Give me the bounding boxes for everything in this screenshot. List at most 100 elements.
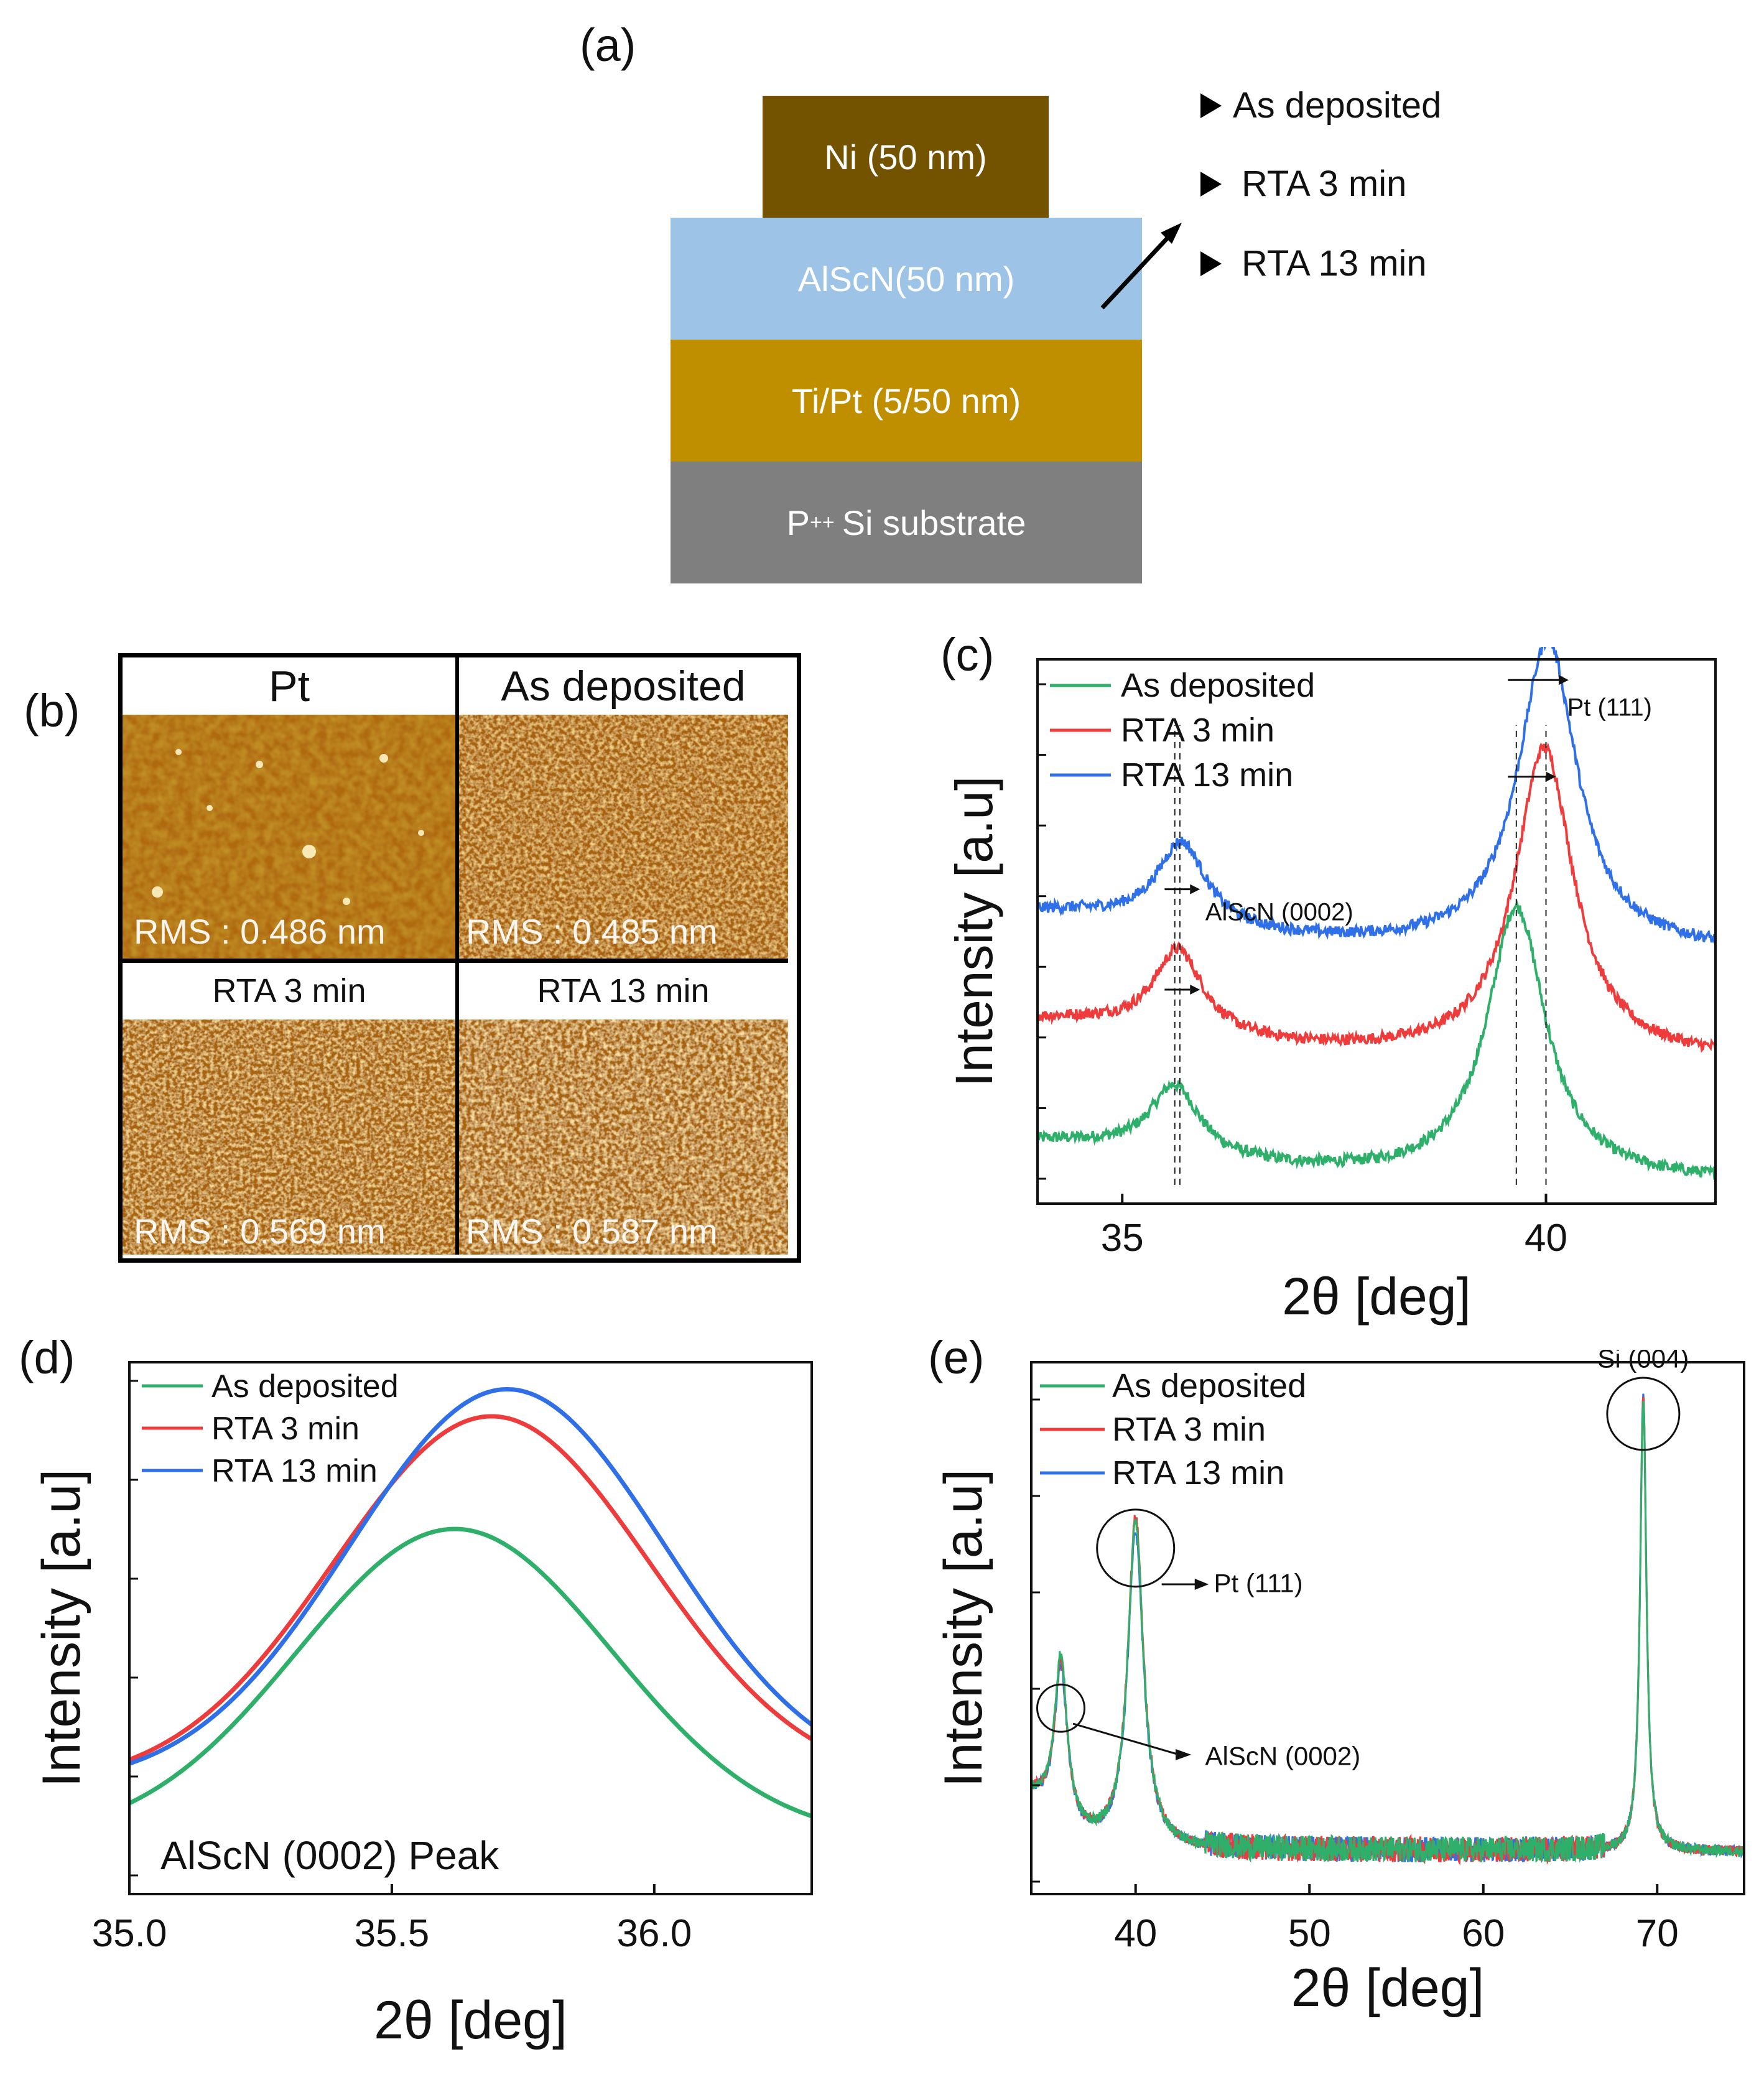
layer-ni: Ni (50 nm) xyxy=(763,96,1049,218)
afm-texture-rta3 xyxy=(123,1019,456,1255)
line-series-as_deposited xyxy=(128,1526,813,1819)
y-axis-label: Intensity [a.u] xyxy=(945,776,1003,1087)
line-series-as_deposited xyxy=(1036,899,1716,1181)
layer-si-prefix: P xyxy=(786,503,810,542)
afm-title-rta3-text: RTA 3 min xyxy=(212,972,366,1010)
legend-label-rta13: RTA 13 min xyxy=(1121,756,1293,794)
shift-arrow-pt-top-head xyxy=(1558,675,1569,685)
legend-label-rta13: RTA 13 min xyxy=(211,1453,378,1489)
layer-tipt: Ti/Pt (5/50 nm) xyxy=(671,340,1142,462)
annotation-alscn: AlScN (0002) xyxy=(1205,1741,1361,1770)
chart-c: AlScN (0002) Pt (111) 35 40 As deposited RTA … xyxy=(945,647,1717,1326)
afm-image-as-deposited xyxy=(458,715,788,959)
panel-c-label: (c) xyxy=(940,629,995,680)
x-axis-label: 2θ [deg] xyxy=(1291,1958,1485,2018)
afm-texture-pt xyxy=(123,715,456,959)
afm-rms-rta13: RMS : 0.587 nm xyxy=(466,1212,718,1251)
layer-si: P ++ Si substrate xyxy=(671,462,1142,583)
callout-line-alscn xyxy=(1072,1722,1180,1756)
callout-arrow-alscn xyxy=(1175,1749,1192,1760)
x-axis-label: 2θ [deg] xyxy=(1282,1267,1471,1326)
afm-rms-as-deposited: RMS : 0.485 nm xyxy=(466,912,718,951)
peak-circle-0 xyxy=(1036,1683,1086,1733)
afm-divider-horizontal xyxy=(123,959,788,963)
legend-label-as_deposited: As deposited xyxy=(1112,1367,1306,1405)
layer-arrow xyxy=(1100,223,1182,310)
note-rta13-text: RTA 13 min xyxy=(1242,243,1427,284)
plot-frame xyxy=(1036,658,1717,1205)
afm-title-rta3: RTA 3 min xyxy=(123,962,456,1019)
legend-label-rta3: RTA 3 min xyxy=(211,1411,360,1447)
panel-b-label: (b) xyxy=(24,685,80,736)
afm-rms-rta3: RMS : 0.569 nm xyxy=(134,1212,386,1251)
line-series-rta13 xyxy=(1037,647,1717,944)
afm-image-pt xyxy=(123,715,456,959)
afm-title-as-deposited: As deposited xyxy=(458,657,788,715)
x-tick-label-1: 40 xyxy=(1525,1217,1567,1260)
triangle-bullet-icon xyxy=(1200,171,1222,197)
note-rta3-text: RTA 3 min xyxy=(1242,164,1407,204)
plot-frame xyxy=(1030,1361,1745,1895)
afm-grid: Pt RMS : 0.486 nm As deposited xyxy=(118,653,801,1263)
x-tick-label-3: 70 xyxy=(1636,1912,1679,1955)
afm-texture-as-deposited xyxy=(458,715,788,959)
note-as-deposited: As deposited xyxy=(1200,85,1441,126)
x-tick-label-2: 36.0 xyxy=(617,1912,692,1955)
layer-si-superscript: ++ xyxy=(809,510,835,534)
annotation-peak: AlScN (0002) Peak xyxy=(160,1833,499,1878)
layer-alscn: AlScN(50 nm) xyxy=(671,218,1142,340)
annotation-pt: Pt (111) xyxy=(1214,1568,1302,1597)
afm-title-pt-text: Pt xyxy=(268,662,310,710)
annotation-alscn: AlScN (0002) xyxy=(1205,898,1353,926)
x-axis-label: 2θ [deg] xyxy=(374,1990,567,2050)
note-rta13: RTA 13 min xyxy=(1200,243,1427,284)
shift-arrow-alscn-top-head xyxy=(1190,884,1200,894)
afm-image-rta3 xyxy=(123,1019,456,1255)
x-tick-label-0: 40 xyxy=(1114,1912,1157,1955)
afm-divider-vertical xyxy=(455,657,459,1255)
x-tick-label-0: 35 xyxy=(1101,1217,1144,1260)
x-tick-label-1: 35.5 xyxy=(355,1912,430,1955)
note-rta3: RTA 3 min xyxy=(1200,163,1406,205)
afm-image-rta13 xyxy=(458,1019,788,1255)
line-series-rta3 xyxy=(1037,742,1717,1053)
afm-texture-rta13 xyxy=(458,1019,788,1255)
layer-tipt-label: Ti/Pt (5/50 nm) xyxy=(791,381,1021,420)
afm-title-as-deposited-text: As deposited xyxy=(501,662,746,710)
panel-a-label: (a) xyxy=(580,19,636,71)
plot-frame xyxy=(128,1361,813,1895)
legend-label-rta3: RTA 3 min xyxy=(1112,1411,1266,1448)
line-series-rta3 xyxy=(128,1414,813,1762)
peak-circle-2 xyxy=(1606,1377,1681,1451)
x-tick-label-0: 35.0 xyxy=(92,1912,167,1955)
y-axis-label: Intensity [a.u] xyxy=(32,1469,91,1788)
shift-arrow-alscn-mid-head xyxy=(1190,985,1200,995)
layer-si-label: Si substrate xyxy=(842,503,1026,542)
afm-rms-pt: RMS : 0.486 nm xyxy=(134,912,386,951)
afm-title-rta13: RTA 13 min xyxy=(458,962,788,1019)
callout-arrow-pt xyxy=(1194,1578,1209,1590)
legend-label-rta3: RTA 3 min xyxy=(1121,712,1274,749)
annotation-pt: Pt (111) xyxy=(1567,694,1652,722)
panel-e-label: (e) xyxy=(928,1332,985,1383)
shift-arrow-pt-mid-head xyxy=(1546,771,1556,782)
y-axis-label: Intensity [a.u] xyxy=(934,1469,993,1788)
x-tick-label-1: 50 xyxy=(1288,1912,1331,1955)
legend-label-rta13: RTA 13 min xyxy=(1112,1454,1284,1492)
x-tick-label-2: 60 xyxy=(1462,1912,1505,1955)
layer-alscn-label: AlScN(50 nm) xyxy=(797,259,1015,299)
triangle-bullet-icon xyxy=(1200,251,1222,276)
line-series-as_deposited xyxy=(1030,1401,1745,1863)
afm-title-rta13-text: RTA 13 min xyxy=(537,972,710,1010)
chart-d: 35.0 35.5 36.0 As deposited RTA 3 min RTA 13 … xyxy=(32,1361,814,2050)
peak-circle-1 xyxy=(1096,1508,1176,1588)
afm-title-pt: Pt xyxy=(123,657,456,715)
triangle-bullet-icon xyxy=(1200,93,1222,118)
line-series-rta13 xyxy=(128,1387,814,1766)
legend-label-as_deposited: As deposited xyxy=(211,1368,399,1405)
legend-label-as_deposited: As deposited xyxy=(1121,667,1315,704)
note-as-deposited-text: As deposited xyxy=(1233,85,1442,126)
panel-d-label: (d) xyxy=(19,1332,75,1383)
layer-ni-label: Ni (50 nm) xyxy=(824,137,987,177)
